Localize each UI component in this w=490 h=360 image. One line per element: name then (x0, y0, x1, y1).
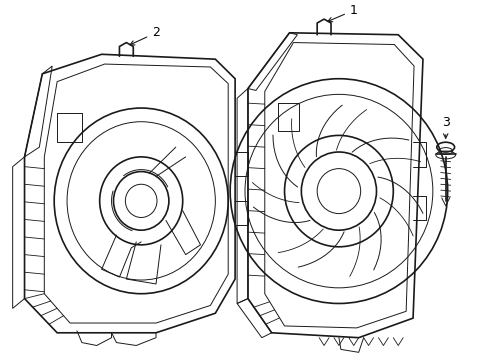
Text: 2: 2 (130, 26, 160, 45)
Text: 1: 1 (328, 4, 358, 22)
Text: 3: 3 (442, 116, 450, 138)
